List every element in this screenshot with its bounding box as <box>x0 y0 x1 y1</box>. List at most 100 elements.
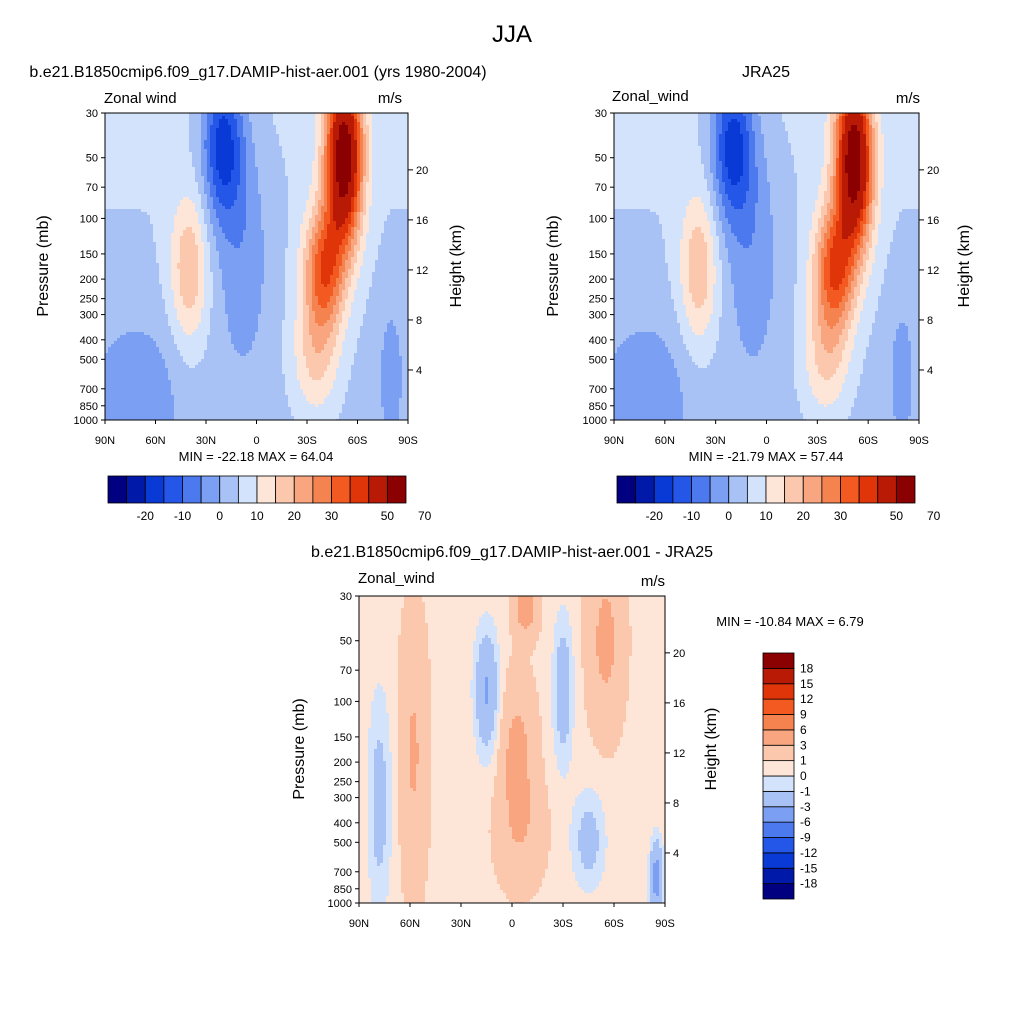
heatmap-cell <box>279 161 283 165</box>
heatmap-cell <box>189 119 193 123</box>
heatmap-cell <box>363 119 367 123</box>
heatmap-cell <box>378 122 382 126</box>
heatmap-cell <box>387 125 391 129</box>
heatmap-cell <box>228 119 232 123</box>
heatmap-cell <box>117 122 121 126</box>
heatmap-cell <box>255 152 259 156</box>
heatmap-cell <box>231 116 235 120</box>
heatmap-cell <box>168 173 172 177</box>
heatmap-cell <box>171 128 175 132</box>
heatmap-cell <box>201 146 205 150</box>
heatmap-cell <box>120 176 124 180</box>
heatmap-cell <box>192 125 196 129</box>
heatmap-cell <box>213 116 217 120</box>
heatmap-cell <box>141 146 145 150</box>
heatmap-cell <box>234 143 238 147</box>
heatmap-cell <box>195 113 199 117</box>
heatmap-cell <box>132 167 136 171</box>
heatmap-cell <box>318 167 322 171</box>
heatmap-cell <box>120 167 124 171</box>
heatmap-cell <box>111 125 115 129</box>
heatmap-cell <box>261 182 265 186</box>
heatmap-cell <box>273 164 277 168</box>
heatmap-cell <box>291 125 295 129</box>
heatmap-cell <box>288 143 292 147</box>
heatmap-cell <box>225 176 229 180</box>
heatmap-cell <box>207 152 211 156</box>
heatmap-cell <box>189 116 193 120</box>
heatmap-cell <box>351 113 355 117</box>
heatmap-cell <box>216 119 220 123</box>
heatmap-cell <box>303 128 307 132</box>
heatmap-cell <box>195 158 199 162</box>
heatmap-cell <box>336 140 340 144</box>
heatmap-cell <box>291 113 295 117</box>
heatmap-cell <box>231 113 235 117</box>
heatmap-cell <box>264 122 268 126</box>
heatmap-cell <box>204 179 208 183</box>
heatmap-cell <box>222 119 226 123</box>
heatmap-cell <box>138 140 142 144</box>
heatmap-cell <box>324 170 328 174</box>
heatmap-cell <box>108 119 112 123</box>
heatmap-cell <box>324 113 328 117</box>
heatmap-cell <box>111 131 115 135</box>
heatmap-cell <box>387 155 391 159</box>
heatmap-cell <box>324 128 328 132</box>
heatmap-cell <box>273 179 277 183</box>
heatmap-cell <box>240 155 244 159</box>
heatmap-cell <box>300 179 304 183</box>
heatmap-cell <box>267 143 271 147</box>
heatmap-cell <box>231 167 235 171</box>
heatmap-cell <box>291 170 295 174</box>
heatmap-cell <box>249 182 253 186</box>
heatmap-cell <box>117 137 121 141</box>
heatmap-cell <box>324 122 328 126</box>
heatmap-cell <box>336 122 340 126</box>
heatmap-cell <box>282 143 286 147</box>
heatmap-cell <box>192 140 196 144</box>
heatmap-cell <box>306 134 310 138</box>
heatmap-cell <box>363 173 367 177</box>
heatmap-cell <box>216 161 220 165</box>
heatmap-cell <box>405 146 408 150</box>
heatmap-cell <box>210 116 214 120</box>
heatmap-cell <box>183 158 187 162</box>
heatmap-cell <box>126 143 130 147</box>
heatmap-cell <box>240 179 244 183</box>
heatmap-cell <box>405 143 408 147</box>
heatmap-cell <box>168 161 172 165</box>
heatmap-cell <box>243 128 247 132</box>
heatmap-cell <box>234 164 238 168</box>
heatmap-cell <box>177 164 181 168</box>
heatmap-cell <box>147 128 151 132</box>
heatmap-cell <box>222 161 226 165</box>
heatmap-cell <box>339 137 343 141</box>
heatmap-cell <box>153 113 157 117</box>
heatmap-cell <box>315 113 319 117</box>
heatmap-cell <box>330 134 334 138</box>
heatmap-cell <box>294 152 298 156</box>
heatmap-cell <box>315 182 319 186</box>
heatmap-cell <box>183 140 187 144</box>
heatmap-cell <box>135 182 139 186</box>
heatmap-cell <box>156 155 160 159</box>
heatmap-cell <box>378 140 382 144</box>
heatmap-cell <box>108 161 112 165</box>
heatmap-cell <box>309 149 313 153</box>
heatmap-cell <box>138 167 142 171</box>
heatmap-cell <box>297 128 301 132</box>
heatmap-cell <box>153 149 157 153</box>
heatmap-cell <box>258 158 262 162</box>
heatmap-cell <box>381 164 385 168</box>
heatmap-cell <box>360 122 364 126</box>
heatmap-cell <box>213 113 217 117</box>
heatmap-cell <box>312 164 316 168</box>
heatmap-cell <box>132 137 136 141</box>
heatmap-cell <box>225 119 229 123</box>
heatmap-cell <box>126 134 130 138</box>
heatmap-cell <box>216 125 220 129</box>
heatmap-cell <box>390 167 394 171</box>
heatmap-cell <box>333 173 337 177</box>
heatmap-cell <box>264 161 268 165</box>
